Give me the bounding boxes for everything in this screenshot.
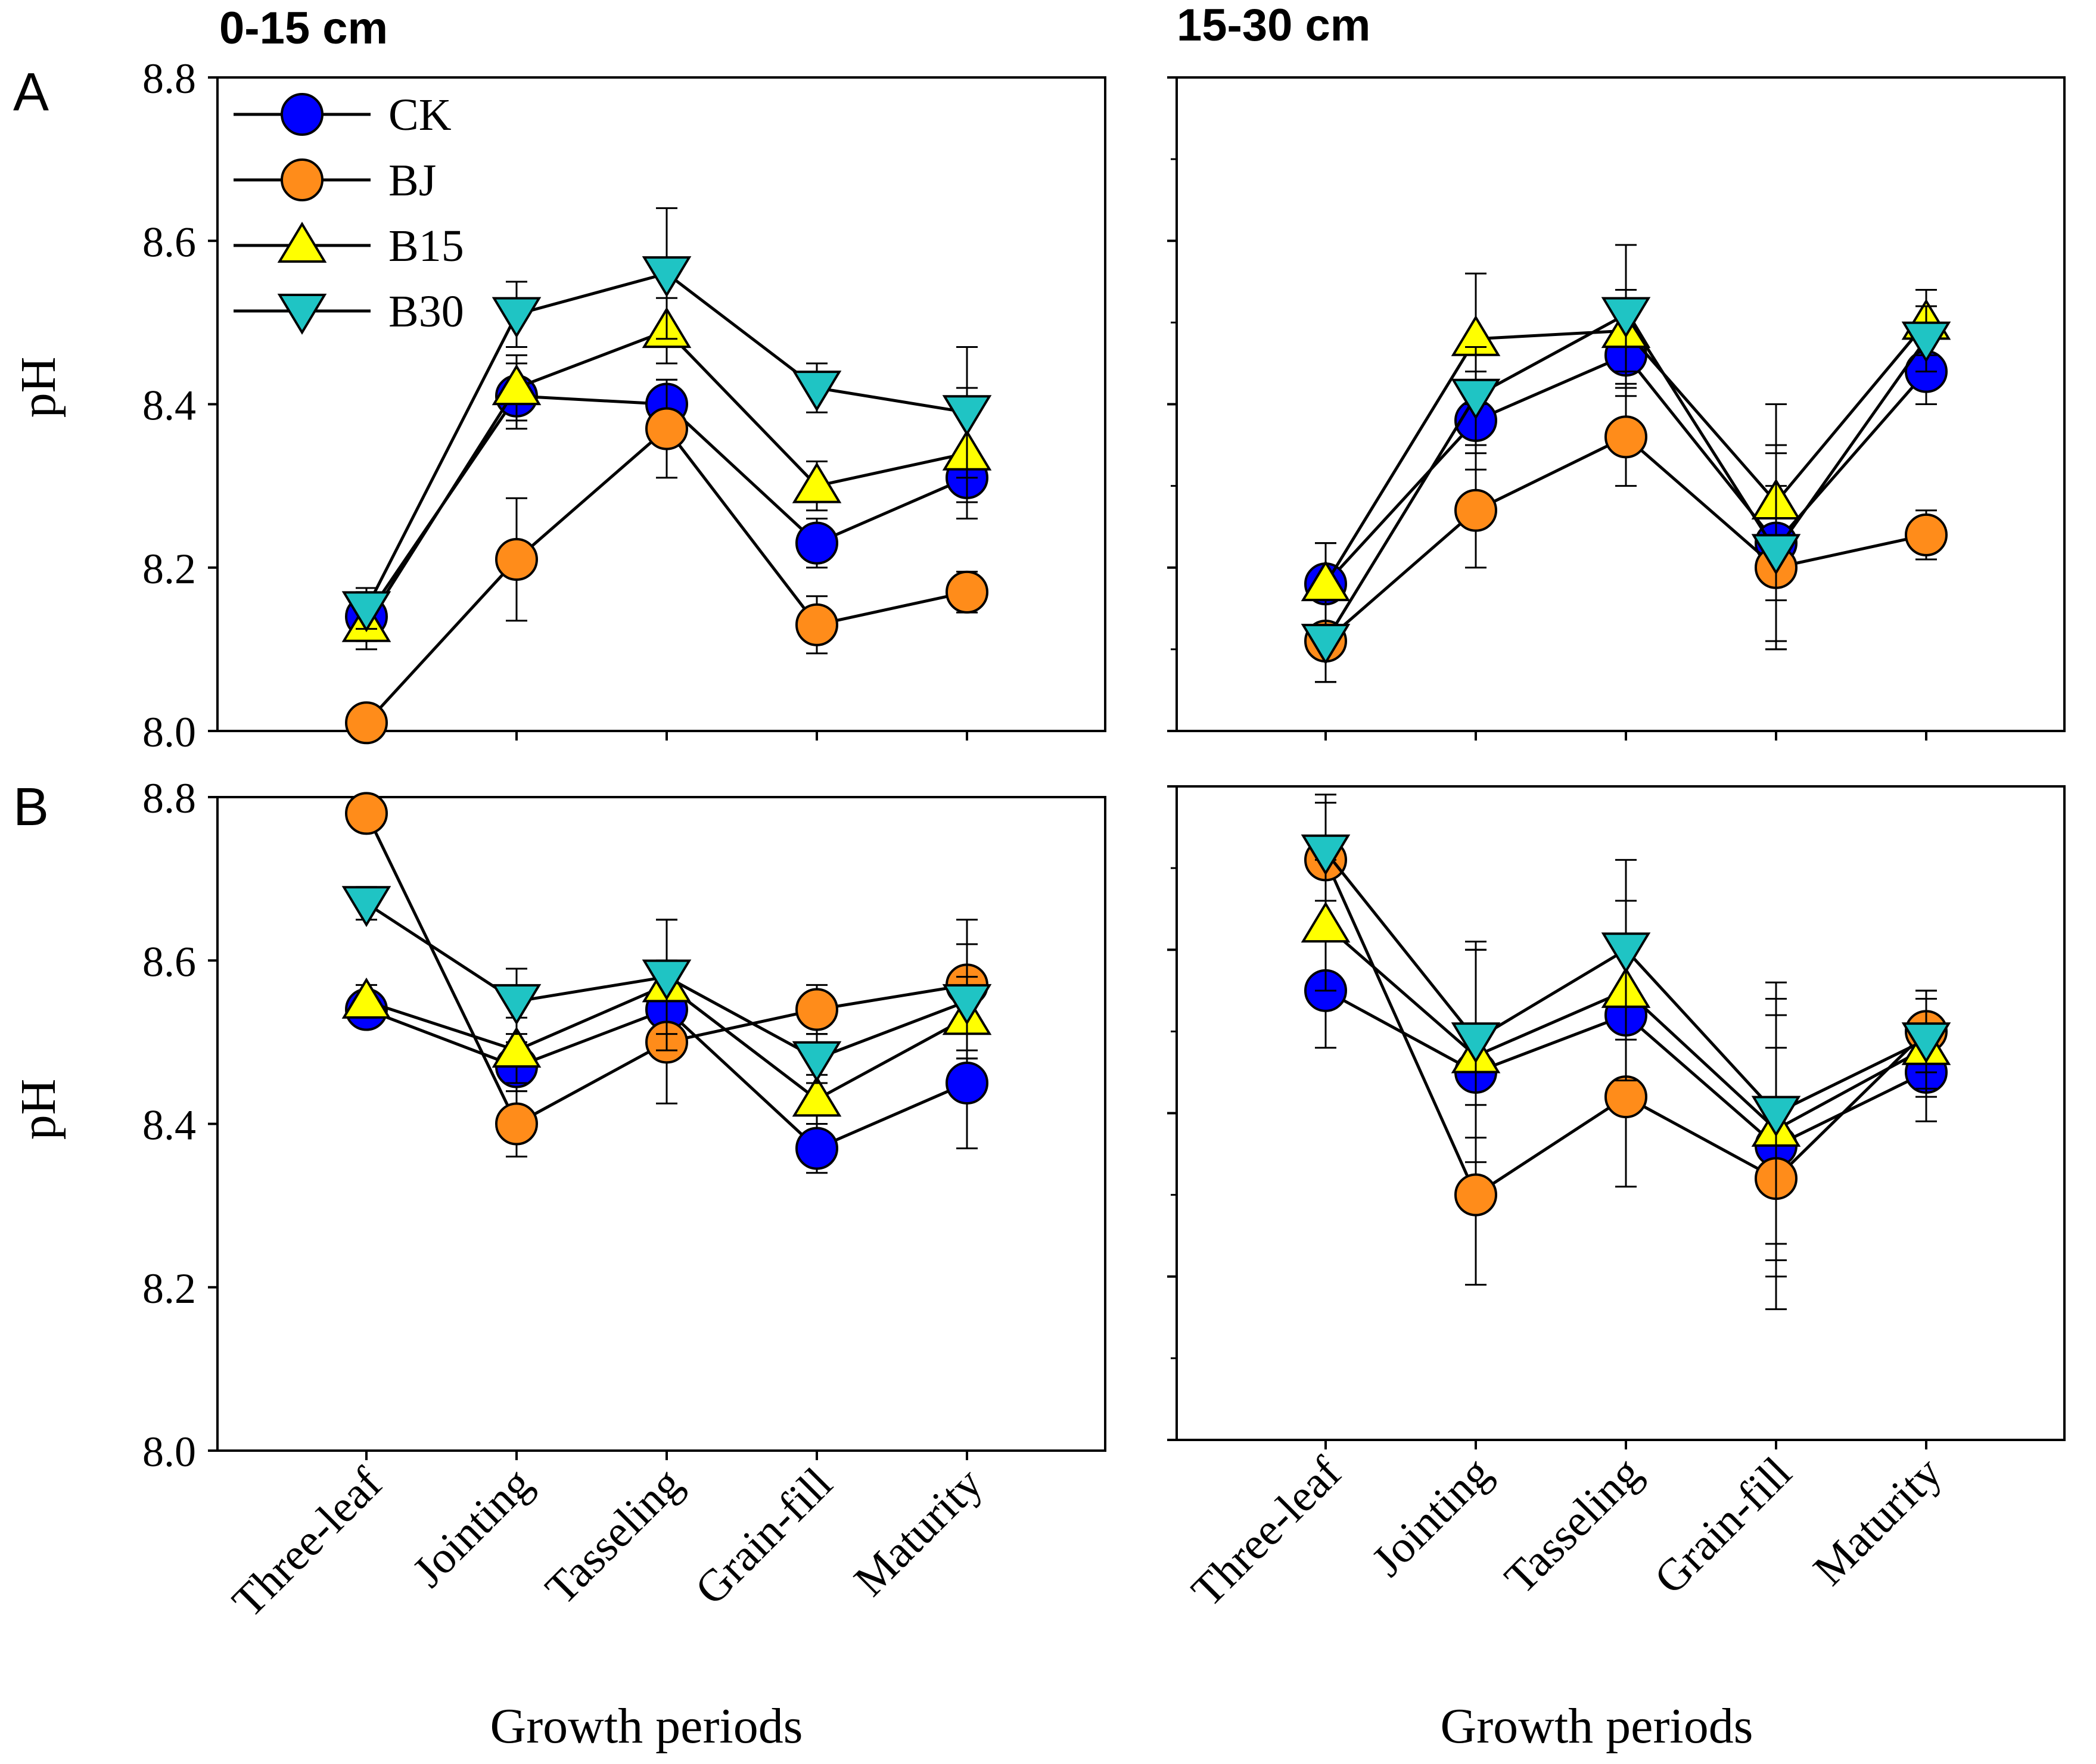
data-point — [792, 1041, 842, 1082]
y-tick-label: 8.0 — [142, 708, 196, 756]
data-point — [1301, 901, 1351, 943]
legend: CK BJ B15 B30 — [234, 90, 464, 337]
data-point — [495, 538, 538, 581]
depth-title-right: 15-30 cm — [1177, 0, 1370, 51]
y-tick-label: 8.2 — [142, 545, 196, 593]
data-point — [1604, 415, 1647, 459]
data-point — [795, 603, 838, 646]
data-point — [792, 462, 842, 503]
legend-item-bj: BJ — [234, 155, 436, 206]
data-point — [1301, 834, 1351, 876]
data-point — [341, 977, 391, 1019]
data-point — [1601, 297, 1651, 338]
legend-marker — [277, 222, 327, 263]
row-label-b: B — [13, 777, 49, 837]
legend-marker — [281, 158, 324, 201]
data-point — [942, 395, 992, 437]
data-point — [345, 792, 388, 835]
data-point — [792, 1075, 842, 1117]
data-point — [645, 407, 688, 450]
y-tick-label: 8.6 — [142, 938, 196, 985]
y-tick-label: 8.8 — [142, 55, 196, 102]
y-axis-title-bottom: pH — [11, 1079, 66, 1140]
data-point — [795, 1127, 838, 1170]
data-point — [1451, 1022, 1501, 1063]
data-point — [942, 984, 992, 1025]
data-point — [795, 521, 838, 565]
data-point — [1454, 489, 1497, 532]
data-point — [792, 371, 842, 412]
data-point — [341, 591, 391, 633]
y-tick-labels-top: 8.0 8.2 8.4 8.6 8.8 — [142, 55, 196, 756]
series-b30 — [1301, 244, 1951, 683]
y-tick-label: 8.4 — [142, 1102, 196, 1149]
legend-label: BJ — [388, 155, 436, 206]
panel-b-0-15cm — [208, 792, 1106, 1460]
legend-item-ck: CK — [234, 90, 452, 140]
series-bj — [345, 378, 988, 745]
data-point — [1751, 534, 1801, 575]
legend-item-b30: B30 — [234, 287, 464, 337]
panel-a-15-30cm — [1167, 76, 2066, 741]
data-point — [946, 1061, 988, 1105]
panel-a-0-15cm — [208, 76, 1106, 745]
data-point — [1451, 378, 1501, 420]
panel-b-15-30cm — [1167, 785, 2066, 1449]
legend-label: B15 — [388, 221, 464, 271]
data-point — [1454, 1173, 1497, 1217]
data-point — [795, 988, 838, 1031]
data-point — [1301, 624, 1351, 665]
x-axis-title-right: Growth periods — [1441, 1698, 1753, 1754]
data-point — [1901, 321, 1951, 363]
y-tick-label: 8.2 — [142, 1265, 196, 1312]
depth-title-left: 0-15 cm — [219, 3, 388, 54]
data-point — [345, 701, 388, 745]
y-tick-label: 8.8 — [142, 774, 196, 822]
legend-label: CK — [388, 90, 452, 140]
x-axis-title-left: Growth periods — [490, 1698, 803, 1754]
data-point — [946, 570, 988, 614]
data-point — [642, 256, 692, 297]
y-tick-label: 8.6 — [142, 218, 196, 266]
data-point — [1751, 1096, 1801, 1137]
data-point — [492, 364, 542, 406]
data-point — [492, 984, 542, 1025]
row-label-a: A — [13, 63, 49, 122]
y-tick-labels-bottom: 8.0 8.2 8.4 8.6 8.8 — [142, 774, 196, 1476]
legend-marker — [281, 93, 324, 136]
legend-marker — [277, 294, 327, 335]
series-b30 — [341, 886, 992, 1084]
data-point — [1905, 513, 1948, 556]
data-point — [492, 1026, 542, 1068]
data-point — [341, 886, 391, 928]
data-point — [1604, 1075, 1647, 1119]
series-b30 — [341, 207, 992, 633]
y-tick-label: 8.0 — [142, 1428, 196, 1476]
legend-label: B30 — [388, 287, 464, 337]
y-tick-label: 8.4 — [142, 382, 196, 430]
series-b30 — [1301, 801, 1951, 1245]
data-point — [1901, 1022, 1951, 1063]
y-axis-title-top: pH — [11, 357, 66, 418]
data-point — [495, 1102, 538, 1146]
data-point — [492, 297, 542, 338]
data-point — [1601, 932, 1651, 974]
data-point — [642, 959, 692, 1001]
legend-item-b15: B15 — [234, 221, 464, 271]
